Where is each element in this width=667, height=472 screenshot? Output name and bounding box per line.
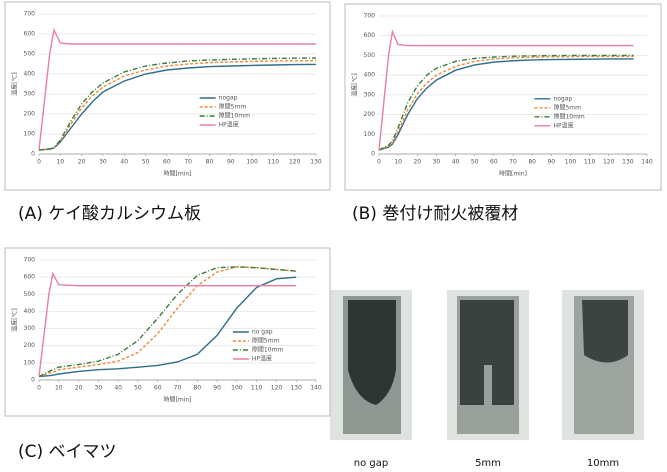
y-tick-label: 700 [364,13,376,20]
x-tick-label: 140 [310,385,322,392]
x-tick-label: 50 [142,159,150,166]
x-tick-label: 100 [565,159,577,166]
legend-label: 隙間5mm [219,103,247,111]
legend-label: 隙間10mm [219,112,250,120]
legend-label: 隙間5mm [252,337,280,345]
y-tick-label: 200 [364,111,376,118]
y-tick-label: 200 [24,111,36,118]
photo-label: 10mm [587,458,619,469]
x-tick-label: 70 [174,385,182,392]
x-tick-label: 40 [120,159,128,166]
caption: (C) ベイマツ [18,442,117,462]
photo [447,290,529,440]
x-tick-label: 10 [394,159,402,166]
y-axis-label: 温度[℃] [11,308,19,331]
caption: (A) ケイ酸カルシウム板 [18,204,201,224]
photo-label: 5mm [475,458,501,469]
y-tick-label: 600 [24,31,36,38]
x-tick-label: 140 [641,159,653,166]
x-tick-label: 130 [290,385,302,392]
y-tick-label: 500 [364,52,376,59]
y-tick-label: 300 [24,91,36,98]
x-tick-label: 70 [184,159,192,166]
x-tick-label: 80 [193,385,201,392]
x-tick-label: 20 [413,159,421,166]
legend-label: 隙間10mm [252,346,283,354]
legend-label: no gap [252,329,273,336]
y-tick-label: 0 [31,151,35,158]
y-tick-label: 100 [24,359,36,366]
y-tick-label: 600 [24,274,36,281]
x-tick-label: 90 [547,159,555,166]
x-tick-label: 10 [56,159,64,166]
legend-label: HP温度 [252,355,272,363]
x-tick-label: 0 [377,159,381,166]
x-tick-label: 60 [163,159,171,166]
x-tick-label: 90 [213,385,221,392]
x-tick-label: 90 [227,159,235,166]
y-tick-label: 100 [24,131,36,138]
x-tick-label: 50 [471,159,479,166]
x-tick-label: 50 [134,385,142,392]
x-tick-label: 30 [433,159,441,166]
y-tick-label: 300 [364,91,376,98]
photo [562,290,644,440]
x-tick-label: 60 [490,159,498,166]
y-tick-label: 100 [364,131,376,138]
x-tick-label: 40 [114,385,122,392]
y-tick-label: 500 [24,51,36,58]
x-tick-label: 100 [246,159,258,166]
legend-label: HP温度 [553,121,573,129]
caption: (B) 巻付け耐火被覆材 [352,204,518,224]
x-tick-label: 30 [95,385,103,392]
y-tick-label: 700 [24,11,36,18]
y-tick-label: 400 [364,72,376,79]
legend-label: HP温度 [219,121,239,129]
y-axis-label: 温度[℃] [351,73,359,96]
y-tick-label: 0 [31,377,35,384]
y-tick-label: 700 [24,257,36,264]
x-tick-label: 120 [289,159,301,166]
x-tick-label: 40 [452,159,460,166]
x-axis-label: 時間[min] [164,170,192,178]
y-tick-label: 500 [24,291,36,298]
legend-label: nogap [553,95,572,102]
photo-label: no gap [354,458,388,469]
x-tick-label: 60 [154,385,162,392]
x-tick-label: 110 [251,385,263,392]
legend-label: 隙間5mm [553,103,581,111]
x-tick-label: 30 [99,159,107,166]
figure: (A) ケイ酸カルシウム板 (B) 巻付け耐火被覆材 (C) ベイマツ no g… [0,0,667,472]
x-tick-label: 110 [268,159,280,166]
y-tick-label: 600 [364,32,376,39]
x-tick-label: 130 [622,159,634,166]
x-tick-label: 110 [584,159,596,166]
legend-label: nogap [219,95,238,102]
x-tick-label: 80 [206,159,214,166]
y-tick-label: 0 [371,151,375,158]
x-tick-label: 100 [231,385,243,392]
x-tick-label: 10 [55,385,63,392]
page: (A) ケイ酸カルシウム板 (B) 巻付け耐火被覆材 (C) ベイマツ no g… [0,0,667,472]
x-tick-label: 20 [78,159,86,166]
y-tick-label: 400 [24,71,36,78]
x-axis-label: 時間[min] [164,396,192,404]
x-tick-label: 0 [37,385,41,392]
y-tick-label: 400 [24,308,36,315]
x-tick-label: 130 [310,159,322,166]
x-tick-label: 120 [271,385,283,392]
x-tick-label: 70 [509,159,517,166]
y-tick-label: 200 [24,342,36,349]
x-tick-label: 0 [37,159,41,166]
x-axis-label: 時間[min] [499,170,527,178]
x-tick-label: 120 [603,159,615,166]
photo [330,290,412,440]
legend-label: 隙間10mm [553,112,584,120]
y-axis-label: 温度[℃] [11,72,19,95]
x-tick-label: 80 [528,159,536,166]
y-tick-label: 300 [24,325,36,332]
x-tick-label: 20 [75,385,83,392]
